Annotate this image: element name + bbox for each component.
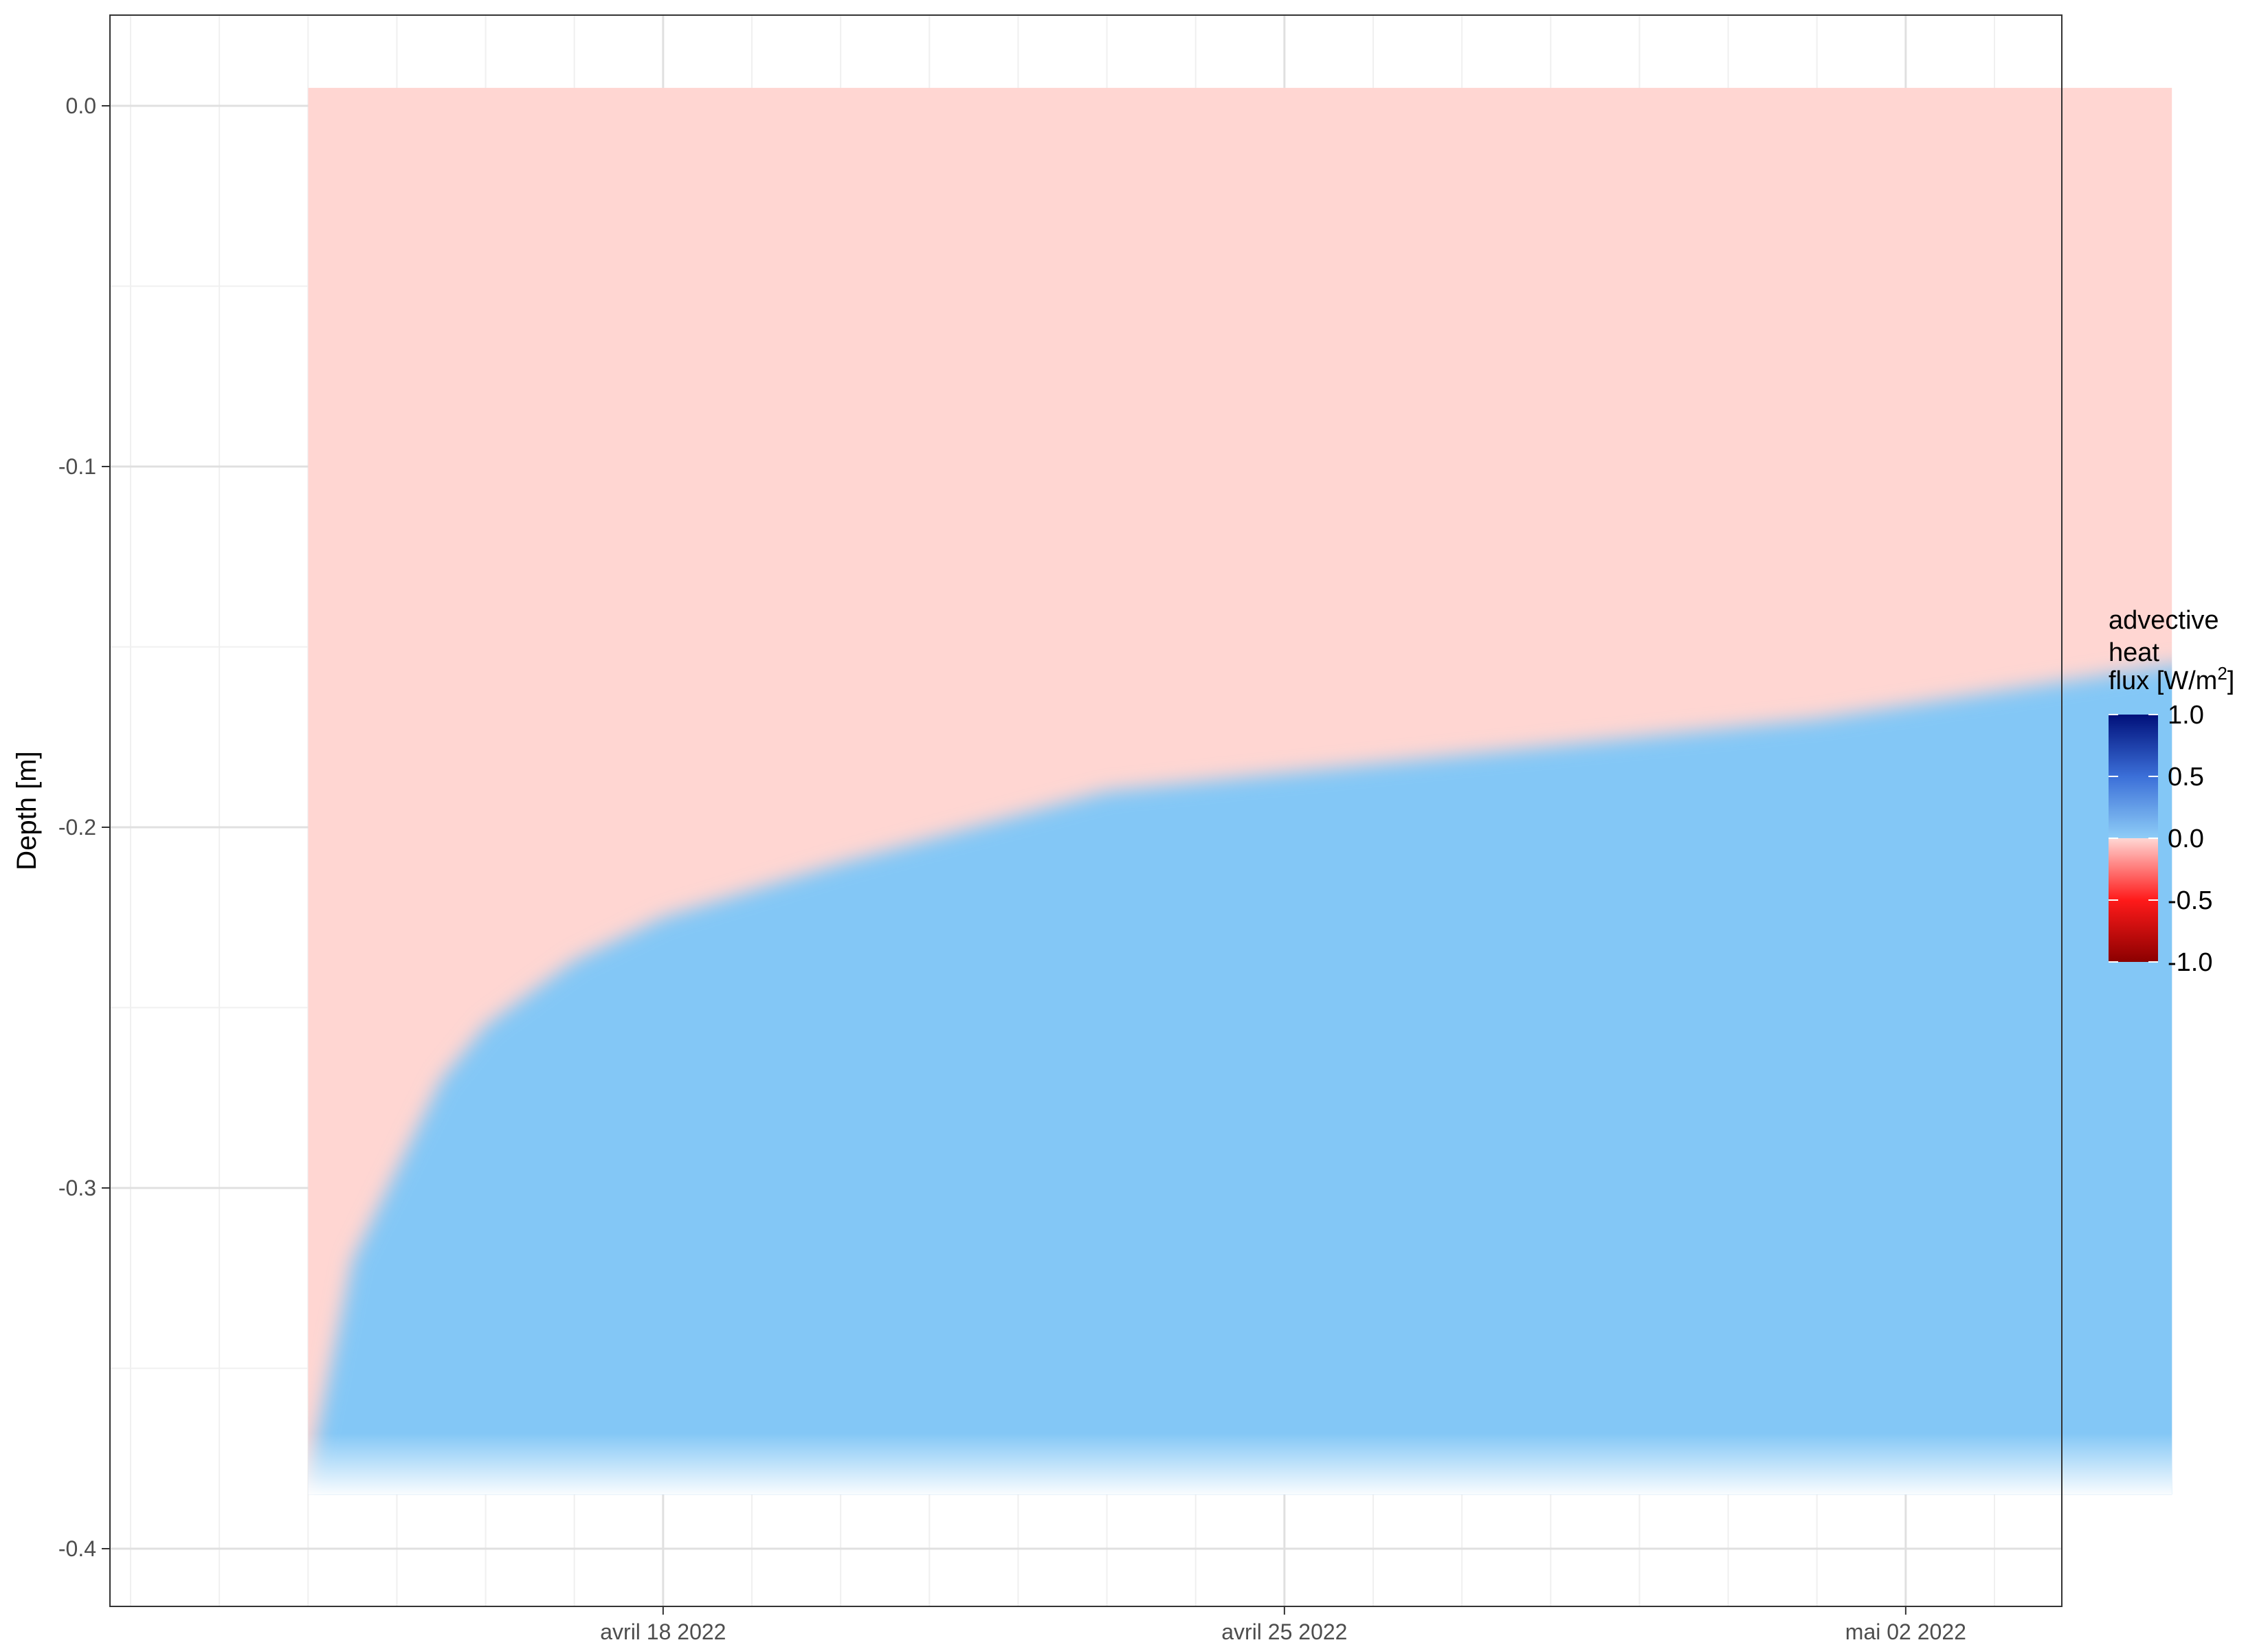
legend-tick-label: -1.0 (2168, 948, 2212, 977)
y-tick-label: -0.2 (58, 815, 96, 840)
legend-tick-label: -0.5 (2168, 886, 2212, 915)
x-tick-label: mai 02 2022 (1845, 1619, 1966, 1644)
x-tick-label: avril 18 2022 (600, 1619, 726, 1644)
legend-title-line-3: flux [W/m2] (2109, 663, 2234, 695)
y-axis-title: Depth [m] (12, 751, 42, 870)
legend-title-superscript: 2 (2217, 663, 2227, 684)
legend: advective heat flux [W/m2] 1.0 0.5 0.0 -0.5… (2109, 606, 2234, 977)
legend-title-line-2: heat (2109, 638, 2159, 667)
y-axis: 0.0 -0.1 -0.2 -0.3 -0.4 (58, 93, 110, 1561)
y-tick-label: 0.0 (66, 93, 96, 118)
legend-title-flux-text: flux [W/m (2109, 666, 2217, 695)
heat-flux-field (308, 87, 2172, 1495)
legend-tick-label: 1.0 (2168, 701, 2204, 730)
plot-border (109, 14, 2063, 1607)
y-tick-label: -0.3 (58, 1176, 96, 1200)
field-positive-region (308, 664, 2172, 1495)
x-tick-label: avril 25 2022 (1221, 1619, 1347, 1644)
legend-ticks: 1.0 0.5 0.0 -0.5 -1.0 (2109, 701, 2212, 977)
legend-title-line-1: advective (2109, 606, 2219, 635)
y-tick-label: -0.1 (58, 454, 96, 479)
legend-tick-label: 0.0 (2168, 824, 2204, 853)
y-tick-label: -0.4 (58, 1536, 96, 1561)
field-bottom-fade (308, 1433, 2172, 1495)
legend-title-bracket: ] (2227, 666, 2235, 695)
legend-tick-label: 0.5 (2168, 763, 2204, 792)
x-axis: avril 18 2022 avril 25 2022 mai 02 2022 (600, 1606, 1966, 1644)
